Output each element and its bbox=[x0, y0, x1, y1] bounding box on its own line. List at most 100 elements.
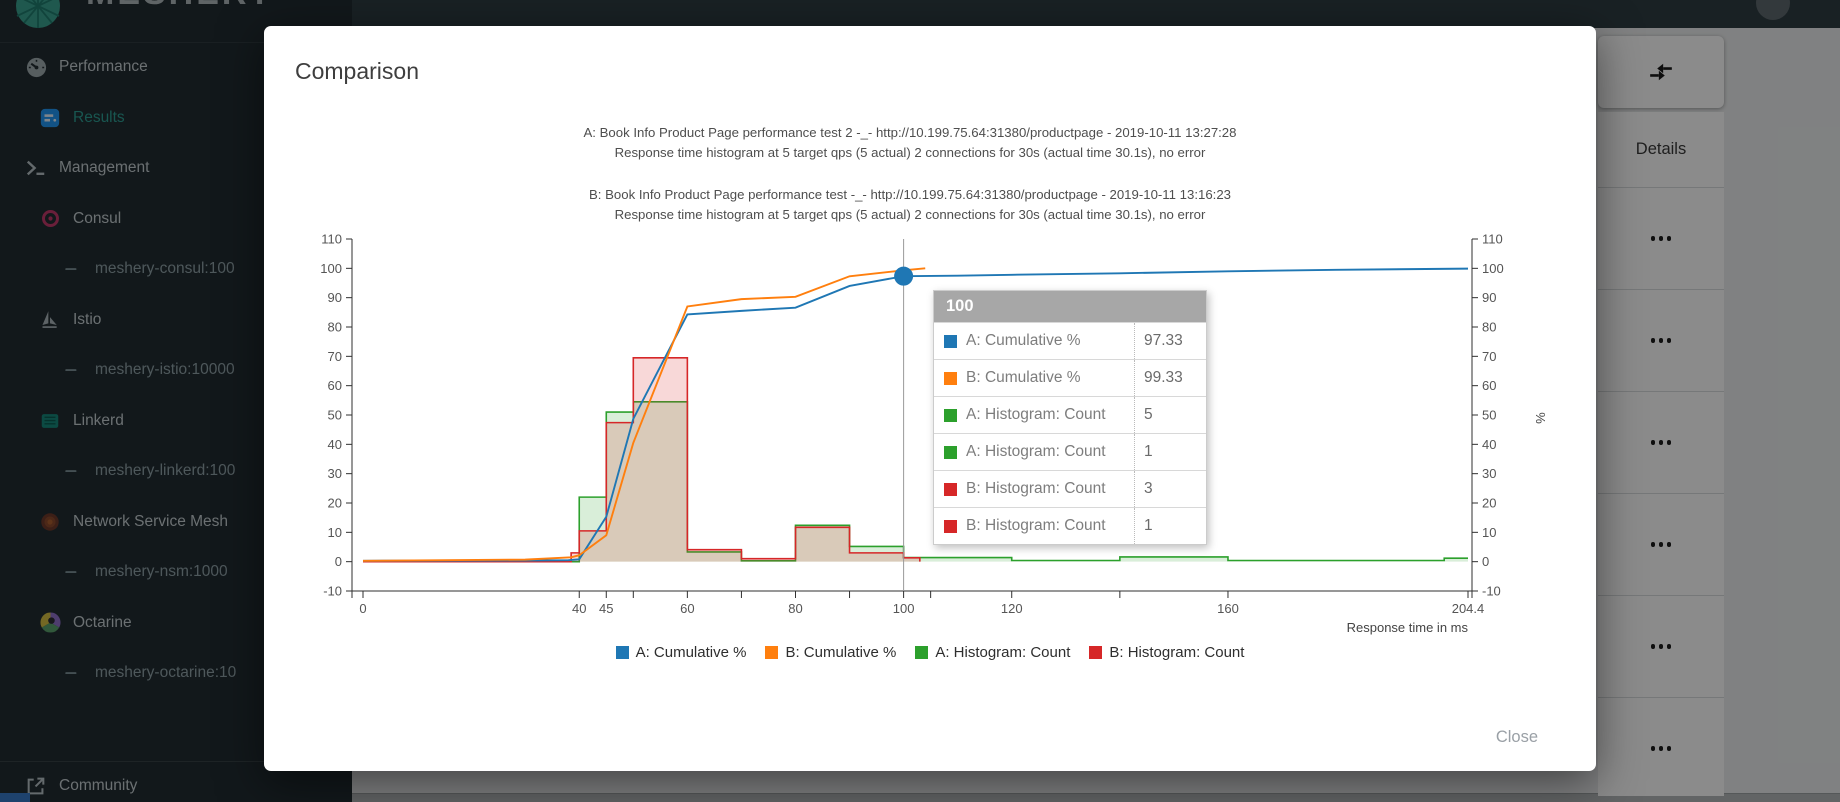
series-b-cumulative- bbox=[362, 267, 926, 562]
table-row bbox=[1598, 595, 1724, 697]
close-button[interactable]: Close bbox=[1495, 728, 1538, 746]
tooltip-row: A: Histogram: Count 1 bbox=[934, 433, 1206, 470]
sidebar-item-label: Management bbox=[59, 159, 150, 177]
chart-titles: A: Book Info Product Page performance te… bbox=[584, 125, 1237, 222]
legend-label: A: Cumulative % bbox=[635, 644, 747, 661]
svg-text:50: 50 bbox=[1482, 408, 1496, 423]
series-swatch bbox=[944, 408, 957, 422]
legend-label: A: Histogram: Count bbox=[935, 644, 1071, 661]
svg-text:-10: -10 bbox=[323, 584, 342, 599]
tooltip-value: 97.33 bbox=[1134, 323, 1206, 359]
tooltip-value: 99.33 bbox=[1134, 360, 1206, 396]
svg-text:204.4: 204.4 bbox=[1452, 601, 1485, 616]
istio-icon bbox=[38, 308, 62, 332]
sidebar-item-label: Performance bbox=[59, 58, 148, 76]
brand-name: MESHERY bbox=[86, 0, 274, 13]
dash-icon bbox=[60, 661, 84, 685]
svg-text:Response time histogram at 5 t: Response time histogram at 5 target qps … bbox=[615, 145, 1206, 160]
user-avatar[interactable] bbox=[1756, 0, 1790, 20]
bottom-left-accent bbox=[0, 793, 30, 802]
tooltip-header: 100 bbox=[934, 291, 1206, 322]
octarine-icon bbox=[38, 611, 62, 635]
legend-item[interactable]: B: Cumulative % bbox=[765, 644, 896, 661]
series-swatch bbox=[944, 334, 957, 348]
sidebar-item-meshery-consul[interactable]: meshery-consul:100 bbox=[0, 244, 352, 295]
comparison-chart[interactable]: A: Book Info Product Page performance te… bbox=[264, 26, 1596, 771]
results-icon bbox=[38, 106, 62, 130]
more-options-icon[interactable] bbox=[1641, 534, 1682, 555]
compare-arrows-icon[interactable] bbox=[1648, 59, 1674, 85]
legend-item[interactable]: A: Histogram: Count bbox=[915, 644, 1070, 661]
sidebar-item-meshery-octarine[interactable]: meshery-octarine:10 bbox=[0, 648, 352, 699]
tooltip-series-label: A: Histogram: Count bbox=[966, 443, 1106, 460]
tooltip-value: 1 bbox=[1134, 434, 1206, 470]
svg-text:A: Book Info Product Page perf: A: Book Info Product Page performance te… bbox=[584, 125, 1237, 140]
meshery-logo-icon bbox=[14, 0, 62, 30]
brand-header[interactable]: MESHERY bbox=[0, 0, 352, 43]
tooltip-series-label: B: Histogram: Count bbox=[966, 480, 1106, 497]
more-options-icon[interactable] bbox=[1641, 228, 1682, 249]
more-options-icon[interactable] bbox=[1641, 330, 1682, 351]
svg-text:120: 120 bbox=[1001, 601, 1023, 616]
axes bbox=[346, 238, 1478, 598]
svg-text:10: 10 bbox=[328, 525, 342, 540]
more-options-icon[interactable] bbox=[1641, 636, 1682, 657]
sidebar-item-label: Istio bbox=[73, 310, 102, 328]
sidebar-item-results[interactable]: Results bbox=[0, 93, 352, 144]
svg-text:100: 100 bbox=[893, 601, 915, 616]
sidebar-item-label: Results bbox=[73, 108, 125, 126]
dash-icon bbox=[60, 560, 84, 584]
chart-legend: A: Cumulative % B: Cumulative % A: Histogr… bbox=[264, 644, 1596, 661]
svg-text:110: 110 bbox=[321, 232, 342, 247]
svg-text:30: 30 bbox=[1482, 466, 1496, 481]
legend-item[interactable]: A: Cumulative % bbox=[615, 644, 747, 661]
dash-icon bbox=[60, 459, 84, 483]
sidebar-item-label: meshery-octarine:10 bbox=[95, 664, 237, 682]
sidebar-item-octarine[interactable]: Octarine bbox=[0, 598, 352, 649]
sidebar-item-label: meshery-istio:10000 bbox=[95, 361, 235, 379]
dash-icon bbox=[60, 257, 84, 281]
legend-swatch bbox=[615, 646, 629, 659]
sidebar-item-label: Linkerd bbox=[73, 411, 124, 429]
svg-text:10: 10 bbox=[1482, 525, 1496, 540]
svg-text:70: 70 bbox=[1482, 349, 1496, 364]
legend-item[interactable]: B: Histogram: Count bbox=[1089, 644, 1244, 661]
series-a-histogram-count bbox=[363, 401, 1468, 563]
svg-text:20: 20 bbox=[1482, 496, 1496, 511]
more-options-icon[interactable] bbox=[1641, 738, 1682, 759]
svg-text:0: 0 bbox=[1482, 554, 1489, 569]
more-options-icon[interactable] bbox=[1641, 432, 1682, 453]
sidebar-item-meshery-nsm[interactable]: meshery-nsm:1000 bbox=[0, 547, 352, 598]
tooltip-row: A: Cumulative % 97.33 bbox=[934, 322, 1206, 359]
consul-icon bbox=[38, 207, 62, 231]
sidebar-item-performance[interactable]: Performance bbox=[0, 42, 352, 93]
tooltip-series-label: A: Cumulative % bbox=[966, 332, 1081, 349]
sidebar-item-meshery-linkerd[interactable]: meshery-linkerd:100 bbox=[0, 446, 352, 497]
svg-text:60: 60 bbox=[328, 378, 342, 393]
tooltip-series-label: B: Cumulative % bbox=[966, 369, 1081, 386]
results-toolbar-card bbox=[1598, 36, 1724, 108]
sidebar-item-label: meshery-nsm:1000 bbox=[95, 563, 228, 581]
legend-label: B: Cumulative % bbox=[785, 644, 897, 661]
modal-title: Comparison bbox=[295, 58, 419, 84]
svg-text:60: 60 bbox=[1482, 378, 1496, 393]
sidebar-item-linkerd[interactable]: Linkerd bbox=[0, 396, 352, 447]
sidebar-item-nsm[interactable]: Network Service Mesh bbox=[0, 497, 352, 548]
sidebar-item-label: Network Service Mesh bbox=[73, 512, 229, 530]
sidebar-item-consul[interactable]: Consul bbox=[0, 194, 352, 245]
sidebar-item-label: Community bbox=[59, 777, 138, 794]
sidebar-item-meshery-istio[interactable]: meshery-istio:10000 bbox=[0, 345, 352, 396]
sidebar: MESHERY Performance Results Management Cons… bbox=[0, 0, 352, 802]
sidebar-item-label: Octarine bbox=[73, 613, 132, 631]
tooltip-series-label: A: Histogram: Count bbox=[966, 406, 1106, 423]
svg-text:-10: -10 bbox=[1482, 584, 1501, 599]
sidebar-item-istio[interactable]: Istio bbox=[0, 295, 352, 346]
sidebar-item-management[interactable]: Management bbox=[0, 143, 352, 194]
svg-text:%: % bbox=[1533, 412, 1548, 424]
comparison-modal: Comparison A: Book Info Product Page per… bbox=[264, 26, 1596, 771]
svg-text:60: 60 bbox=[680, 601, 694, 616]
svg-text:80: 80 bbox=[788, 601, 802, 616]
sidebar-item-label: Consul bbox=[73, 209, 122, 227]
svg-text:50: 50 bbox=[328, 408, 342, 423]
